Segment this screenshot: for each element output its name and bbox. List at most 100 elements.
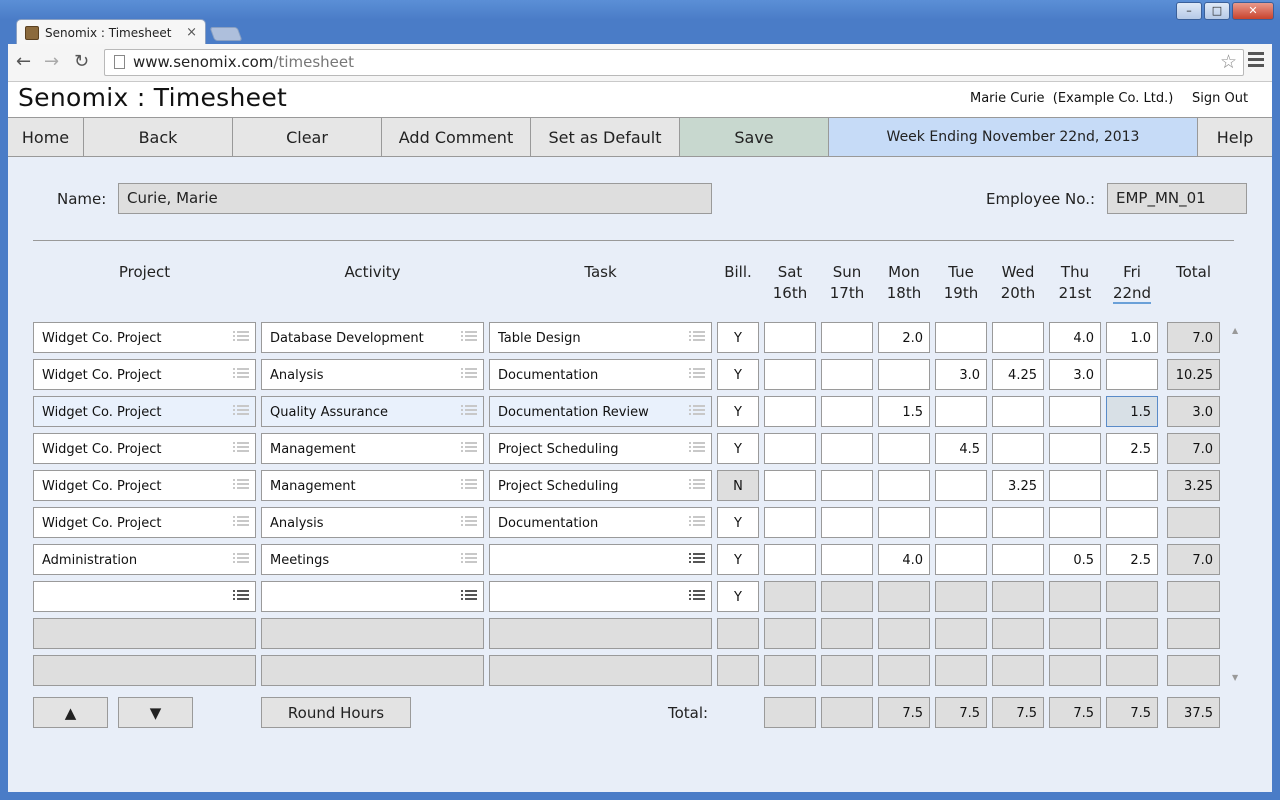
hours-cell[interactable] (1106, 507, 1158, 538)
hours-cell[interactable] (764, 322, 816, 353)
activity-cell[interactable]: Management (261, 470, 484, 501)
hours-cell[interactable] (1106, 359, 1158, 390)
activity-cell[interactable] (261, 581, 484, 612)
hours-cell[interactable] (821, 433, 873, 464)
hours-cell[interactable] (1049, 470, 1101, 501)
list-picker-icon[interactable] (461, 442, 477, 456)
list-picker-icon[interactable] (233, 590, 249, 604)
reload-icon[interactable]: ↻ (74, 51, 90, 72)
list-picker-icon[interactable] (689, 368, 705, 382)
list-picker-icon[interactable] (233, 516, 249, 530)
hours-cell[interactable]: 2.5 (1106, 544, 1158, 575)
list-picker-icon[interactable] (233, 405, 249, 419)
list-picker-icon[interactable] (461, 553, 477, 567)
hours-cell[interactable] (764, 433, 816, 464)
list-picker-icon[interactable] (233, 331, 249, 345)
list-picker-icon[interactable] (233, 442, 249, 456)
task-cell[interactable]: Project Scheduling (489, 433, 712, 464)
hours-cell[interactable] (935, 396, 987, 427)
hours-cell[interactable]: 4.0 (878, 544, 930, 575)
hours-cell[interactable]: 1.5 (878, 396, 930, 427)
hours-cell[interactable] (1049, 433, 1101, 464)
close-window-button[interactable]: ✕ (1232, 2, 1274, 20)
tab-close-icon[interactable]: × (186, 25, 197, 40)
save-button[interactable]: Save (680, 118, 829, 156)
project-cell[interactable]: Widget Co. Project (33, 507, 256, 538)
back-button[interactable]: Back (84, 118, 233, 156)
billable-cell[interactable]: Y (717, 396, 759, 427)
hours-cell[interactable]: 4.0 (1049, 322, 1101, 353)
grid-scrollbar[interactable]: ▲ ▼ (1230, 326, 1244, 682)
hours-cell[interactable] (821, 544, 873, 575)
list-picker-icon[interactable] (689, 516, 705, 530)
scroll-down-icon[interactable]: ▼ (1232, 673, 1239, 682)
name-field[interactable]: Curie, Marie (118, 183, 712, 214)
hours-cell[interactable] (878, 470, 930, 501)
home-button[interactable]: Home (8, 118, 84, 156)
task-cell[interactable] (489, 581, 712, 612)
list-picker-icon[interactable] (461, 331, 477, 345)
browser-tab[interactable]: Senomix : Timesheet × (16, 19, 206, 45)
hours-cell[interactable] (935, 544, 987, 575)
hours-cell[interactable] (821, 359, 873, 390)
forward-arrow-icon[interactable]: → (44, 51, 60, 72)
clear-button[interactable]: Clear (233, 118, 382, 156)
hours-cell[interactable]: 1.0 (1106, 322, 1158, 353)
hours-cell[interactable] (1049, 507, 1101, 538)
hours-cell[interactable] (878, 507, 930, 538)
back-arrow-icon[interactable]: ← (16, 51, 32, 72)
activity-cell[interactable]: Management (261, 433, 484, 464)
help-button[interactable]: Help (1216, 127, 1254, 147)
activity-cell[interactable]: Analysis (261, 507, 484, 538)
hours-cell[interactable]: 2.0 (878, 322, 930, 353)
hours-cell[interactable] (764, 359, 816, 390)
list-picker-icon[interactable] (461, 368, 477, 382)
hours-cell[interactable] (935, 507, 987, 538)
hours-cell[interactable]: 0.5 (1049, 544, 1101, 575)
task-cell[interactable]: Project Scheduling (489, 470, 712, 501)
billable-cell[interactable]: Y (717, 433, 759, 464)
hours-cell[interactable]: 3.25 (992, 470, 1044, 501)
list-picker-icon[interactable] (233, 479, 249, 493)
hours-cell[interactable] (935, 470, 987, 501)
billable-cell[interactable]: Y (717, 507, 759, 538)
hours-cell[interactable] (992, 544, 1044, 575)
project-cell[interactable]: Widget Co. Project (33, 433, 256, 464)
hours-cell[interactable] (764, 396, 816, 427)
hours-cell[interactable] (1106, 470, 1158, 501)
hours-cell[interactable] (1049, 396, 1101, 427)
hours-cell[interactable] (821, 470, 873, 501)
hours-cell[interactable] (992, 507, 1044, 538)
task-cell[interactable]: Documentation (489, 507, 712, 538)
move-row-down-button[interactable]: ▼ (118, 697, 193, 728)
list-picker-icon[interactable] (689, 405, 705, 419)
activity-cell[interactable]: Analysis (261, 359, 484, 390)
minimize-button[interactable]: – (1176, 2, 1202, 20)
hours-cell[interactable]: 4.5 (935, 433, 987, 464)
list-picker-icon[interactable] (461, 405, 477, 419)
project-cell[interactable] (33, 581, 256, 612)
project-cell[interactable]: Widget Co. Project (33, 359, 256, 390)
hours-cell[interactable] (935, 322, 987, 353)
employee-no-field[interactable]: EMP_MN_01 (1107, 183, 1247, 214)
hours-cell[interactable] (821, 396, 873, 427)
list-picker-icon[interactable] (689, 553, 705, 567)
new-tab-button[interactable] (209, 27, 243, 41)
sign-out-link[interactable]: Sign Out (1192, 91, 1249, 106)
list-picker-icon[interactable] (233, 553, 249, 567)
task-cell[interactable]: Documentation Review (489, 396, 712, 427)
billable-cell[interactable]: Y (717, 581, 759, 612)
hours-cell[interactable] (821, 507, 873, 538)
hours-cell[interactable] (764, 544, 816, 575)
activity-cell[interactable]: Database Development (261, 322, 484, 353)
hours-cell[interactable]: 2.5 (1106, 433, 1158, 464)
activity-cell[interactable]: Meetings (261, 544, 484, 575)
move-row-up-button[interactable]: ▲ (33, 697, 108, 728)
hours-cell[interactable]: 4.25 (992, 359, 1044, 390)
project-cell[interactable]: Widget Co. Project (33, 322, 256, 353)
list-picker-icon[interactable] (689, 479, 705, 493)
project-cell[interactable]: Widget Co. Project (33, 396, 256, 427)
billable-cell[interactable]: Y (717, 322, 759, 353)
hours-cell[interactable]: 3.0 (935, 359, 987, 390)
add-comment-button[interactable]: Add Comment (382, 118, 531, 156)
